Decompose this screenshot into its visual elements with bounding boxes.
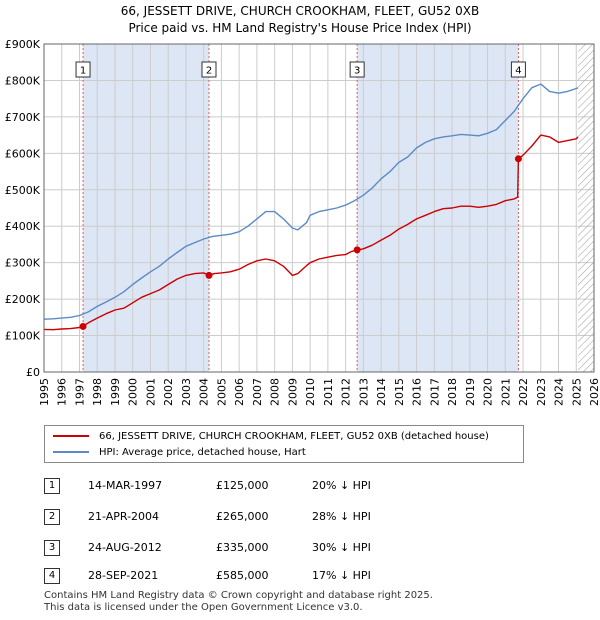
transaction-number: 4 [44,568,60,584]
transaction-row: 3 24-AUG-2012 £335,000 30% ↓ HPI [44,540,564,558]
x-tick-label: 1996 [56,378,69,406]
legend: 66, JESSETT DRIVE, CHURCH CROOKHAM, FLEE… [44,425,524,463]
y-tick-label: £900K [5,38,41,51]
forecast-hatch [578,44,594,372]
y-tick-label: £100K [5,330,41,343]
legend-swatch-property [53,435,89,437]
shaded-period [357,44,519,372]
transaction-row: 4 28-SEP-2021 £585,000 17% ↓ HPI [44,568,564,586]
sale-point [79,322,87,330]
transaction-hpi-diff: 20% ↓ HPI [312,479,371,492]
chart-title-address: 66, JESSETT DRIVE, CHURCH CROOKHAM, FLEE… [120,4,480,18]
x-tick-label: 2010 [304,378,317,406]
plot-frame [43,43,595,373]
sale-marker-box [510,61,526,78]
x-tick-label: 2003 [180,378,193,406]
y-tick-label: £300K [5,257,41,270]
transaction-row: 1 14-MAR-1997 £125,000 20% ↓ HPI [44,478,564,496]
sale-point [205,271,213,279]
x-tick-label: 2023 [535,378,548,406]
legend-item-property: 66, JESSETT DRIVE, CHURCH CROOKHAM, FLEE… [53,429,489,443]
sale-marker-label: 2 [206,66,212,77]
x-tick-label: 2007 [251,378,264,406]
x-tick-label: 2002 [162,378,175,406]
transaction-hpi-diff: 28% ↓ HPI [312,510,371,523]
y-tick-label: £800K [5,74,41,87]
x-tick-label: 2020 [482,378,495,406]
legend-label-hpi: HPI: Average price, detached house, Hart [99,446,306,458]
x-tick-label: 2026 [588,378,600,406]
y-tick-label: £700K [5,111,41,124]
x-tick-label: 1997 [73,378,86,406]
transaction-price: £265,000 [216,510,269,523]
x-tick-label: 2009 [286,378,299,406]
legend-label-property: 66, JESSETT DRIVE, CHURCH CROOKHAM, FLEE… [99,430,489,442]
footer-copyright: Contains HM Land Registry data © Crown c… [44,590,433,601]
transaction-date: 14-MAR-1997 [88,479,163,492]
sale-marker-label: 4 [515,66,521,77]
sale-marker-label: 3 [354,66,360,77]
x-tick-label: 2013 [357,378,370,406]
y-tick-label: £600K [5,147,41,160]
transaction-date: 24-AUG-2012 [88,541,162,554]
x-tick-label: 2015 [393,378,406,406]
x-tick-label: 1999 [109,378,122,406]
x-tick-label: 2005 [215,378,228,406]
x-tick-label: 2004 [198,378,211,406]
transaction-hpi-diff: 17% ↓ HPI [312,569,371,582]
price-chart: 1 2 3 4 £0 £100K £200K £300K £400K £500K £600K £70… [5,38,600,406]
sale-marker-box [349,61,365,78]
chart-subtitle: Price paid vs. HM Land Registry's House … [128,21,472,35]
property-price-line [43,134,579,331]
x-tick-label: 2018 [446,378,459,406]
shaded-period [83,44,209,372]
sale-marker-box [201,61,217,78]
transaction-date: 21-APR-2004 [88,510,160,523]
x-tick-label: 2024 [553,378,566,406]
x-tick-label: 2019 [464,378,477,406]
transaction-price: £125,000 [216,479,269,492]
x-tick-label: 2012 [340,378,353,406]
transaction-price: £585,000 [216,569,269,582]
transaction-number: 3 [44,540,60,556]
y-tick-label: £0 [26,366,40,379]
x-tick-label: 2022 [517,378,530,406]
x-tick-label: 2021 [499,378,512,406]
x-tick-label: 2001 [144,378,157,406]
footer-licence: This data is licensed under the Open Gov… [44,602,363,613]
transaction-hpi-diff: 30% ↓ HPI [312,541,371,554]
y-tick-label: £200K [5,293,41,306]
x-tick-label: 2011 [322,378,335,406]
x-tick-label: 2006 [233,378,246,406]
y-tick-label: £400K [5,220,41,233]
x-tick-label: 2017 [428,378,441,406]
x-tick-label: 2016 [411,378,424,406]
sale-marker-label: 1 [80,66,86,77]
x-tick-label: 1998 [91,378,104,406]
hpi-line [43,83,579,320]
x-tick-label: 1995 [38,378,51,406]
transaction-number: 1 [44,478,60,494]
transaction-date: 28-SEP-2021 [88,569,159,582]
x-tick-label: 2000 [127,378,140,406]
x-tick-label: 2008 [269,378,282,406]
y-tick-label: £500K [5,184,41,197]
x-tick-label: 2025 [570,378,583,406]
legend-item-hpi: HPI: Average price, detached house, Hart [53,445,306,459]
legend-swatch-hpi [53,451,89,453]
sale-marker-box [75,61,91,78]
transaction-row: 2 21-APR-2004 £265,000 28% ↓ HPI [44,509,564,527]
sale-point [353,246,361,254]
transaction-price: £335,000 [216,541,269,554]
transaction-number: 2 [44,509,60,525]
x-tick-label: 2014 [375,378,388,406]
sale-point [514,155,522,163]
